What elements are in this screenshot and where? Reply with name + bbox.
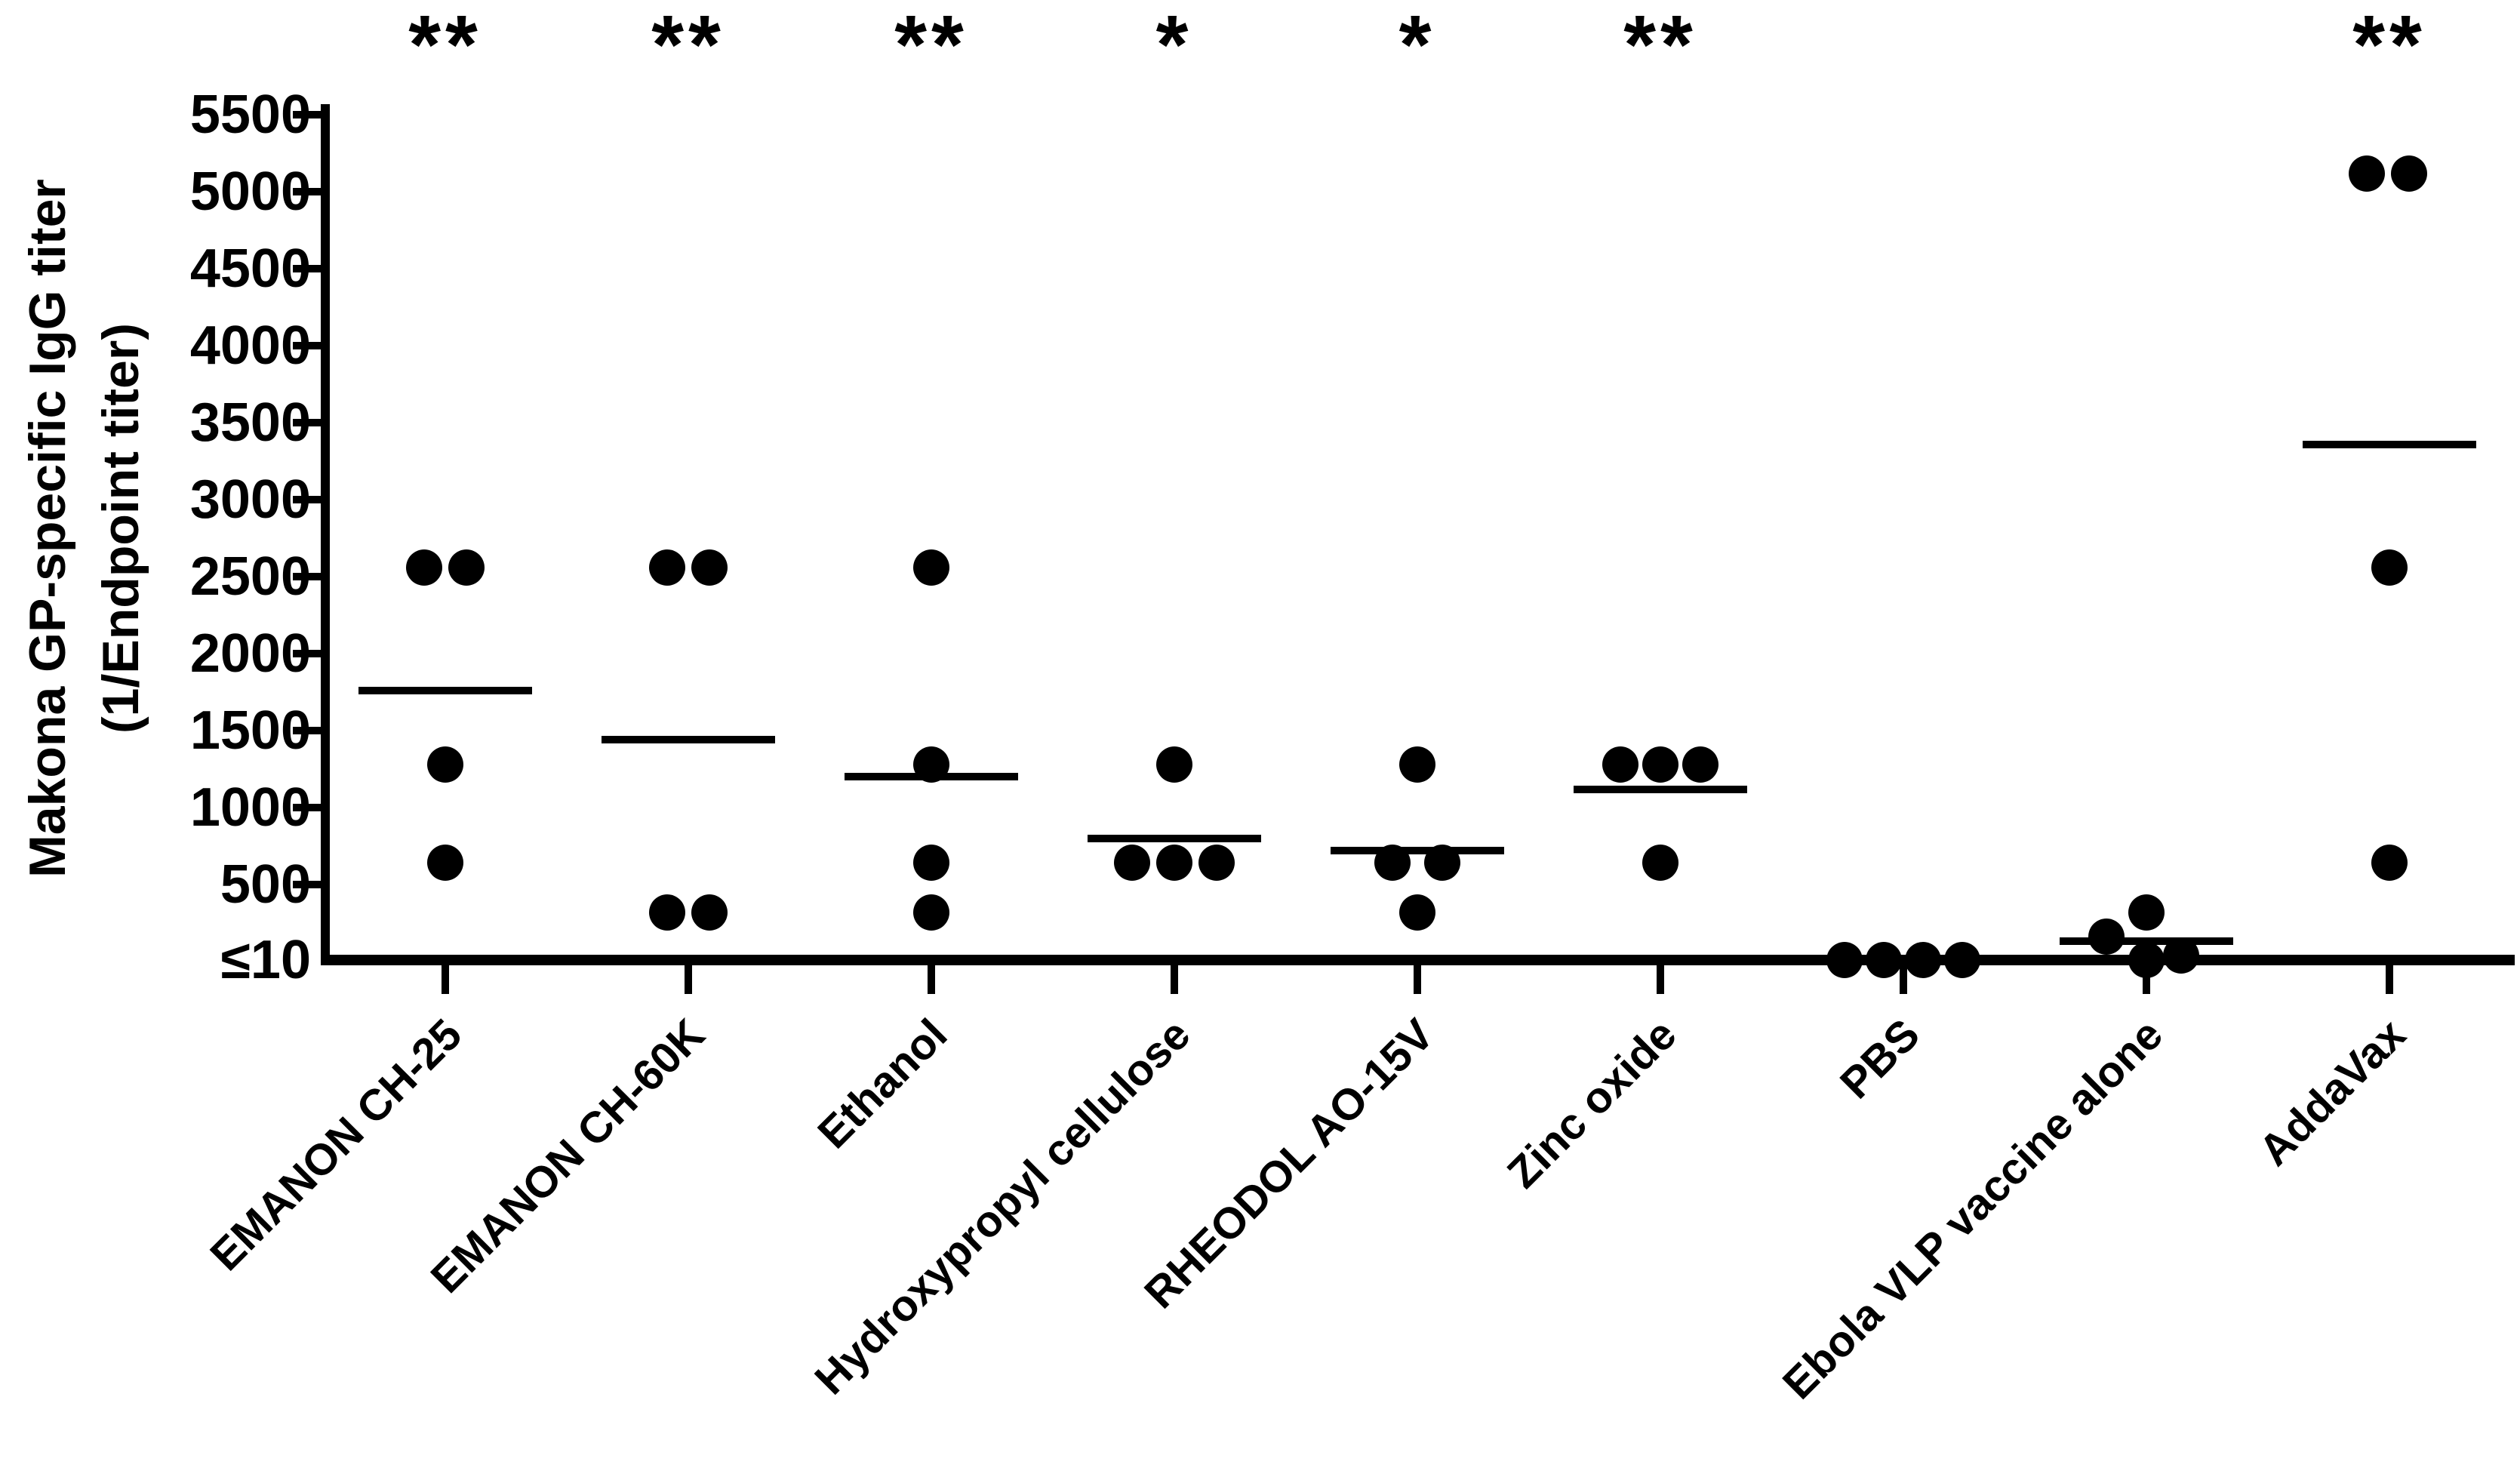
x-axis-label: Zinc oxide: [1498, 1009, 1686, 1198]
data-point: [427, 845, 463, 882]
significance-marker: *: [1155, 0, 1193, 91]
y-tick: [293, 804, 321, 812]
significance-marker: **: [408, 0, 482, 91]
y-tick-label: 2000: [189, 623, 311, 685]
data-point: [2128, 894, 2165, 931]
x-tick: [685, 965, 692, 994]
data-point: [427, 746, 463, 783]
x-axis-label: EMANON CH-25: [200, 1009, 471, 1281]
y-tick-label: 3000: [189, 469, 311, 531]
x-axis-label: PBS: [1830, 1009, 1929, 1109]
data-point: [1642, 845, 1678, 882]
data-point: [649, 894, 685, 931]
data-point: [406, 549, 442, 586]
data-point: [1602, 746, 1638, 783]
data-point: [1114, 845, 1150, 882]
y-tick: [293, 573, 321, 581]
significance-marker: *: [1398, 0, 1436, 91]
mean-line: [1817, 956, 1990, 964]
data-point: [1198, 845, 1235, 882]
data-point: [2088, 919, 2125, 955]
y-tick: [293, 727, 321, 735]
data-point: [2391, 155, 2427, 192]
y-axis-line: [321, 104, 330, 965]
significance-marker: **: [894, 0, 968, 91]
y-tick-label: 1500: [189, 700, 311, 762]
y-tick: [293, 650, 321, 658]
data-point: [1399, 894, 1435, 931]
y-tick: [293, 881, 321, 889]
data-point: [448, 549, 485, 586]
data-point: [1399, 746, 1435, 783]
data-point: [1826, 942, 1863, 978]
x-tick: [1657, 965, 1664, 994]
y-tick-label: 1000: [189, 777, 311, 839]
y-tick: [293, 265, 321, 273]
mean-line: [1574, 785, 1747, 793]
data-point: [1374, 845, 1411, 882]
mean-line: [2303, 440, 2476, 448]
y-tick: [293, 342, 321, 350]
y-tick-label: 4000: [189, 315, 311, 377]
y-tick-label: ≤10: [220, 930, 311, 990]
significance-marker: **: [1623, 0, 1697, 91]
data-point: [691, 894, 728, 931]
y-tick-label: 5500: [189, 85, 311, 146]
data-point: [2128, 942, 2165, 978]
data-point: [691, 549, 728, 586]
y-tick: [293, 419, 321, 427]
x-tick: [928, 965, 935, 994]
data-point: [2371, 845, 2408, 882]
data-point: [913, 845, 949, 882]
x-tick: [1171, 965, 1178, 994]
y-tick: [293, 111, 321, 119]
x-axis-label: Ethanol: [808, 1009, 957, 1159]
y-tick: [293, 496, 321, 504]
data-point: [1156, 845, 1192, 882]
mean-line: [2060, 937, 2233, 946]
data-point: [1424, 845, 1460, 882]
data-point: [1642, 746, 1678, 783]
data-point: [2163, 937, 2199, 974]
data-point: [1905, 942, 1941, 978]
x-axis-label: AddaVax: [2249, 1009, 2415, 1176]
x-tick: [442, 965, 449, 994]
significance-marker: **: [2352, 0, 2426, 91]
x-tick: [2386, 965, 2393, 994]
y-tick-label: 500: [220, 854, 311, 915]
mean-line: [1088, 834, 1261, 842]
mean-line: [1331, 847, 1504, 855]
data-point: [913, 746, 949, 783]
data-point: [913, 549, 949, 586]
data-point: [1866, 942, 1902, 978]
y-tick-label: 3500: [189, 392, 311, 454]
y-tick: [293, 188, 321, 196]
significance-marker: **: [651, 0, 725, 91]
data-point: [1156, 746, 1192, 783]
x-tick: [2143, 965, 2150, 994]
data-point: [1944, 942, 1980, 978]
data-point: [913, 894, 949, 931]
data-point: [649, 549, 685, 586]
mean-line: [602, 736, 775, 744]
x-tick: [1414, 965, 1421, 994]
data-point: [2349, 155, 2385, 192]
x-axis-label: EMANON CH-60K: [421, 1009, 714, 1303]
y-tick-label: 2500: [189, 546, 311, 608]
y-tick-label: 5000: [189, 162, 311, 223]
data-point: [1682, 746, 1718, 783]
data-point: [2371, 549, 2408, 586]
mean-line: [358, 687, 532, 694]
y-tick-label: 4500: [189, 238, 311, 300]
x-tick: [1900, 965, 1907, 994]
